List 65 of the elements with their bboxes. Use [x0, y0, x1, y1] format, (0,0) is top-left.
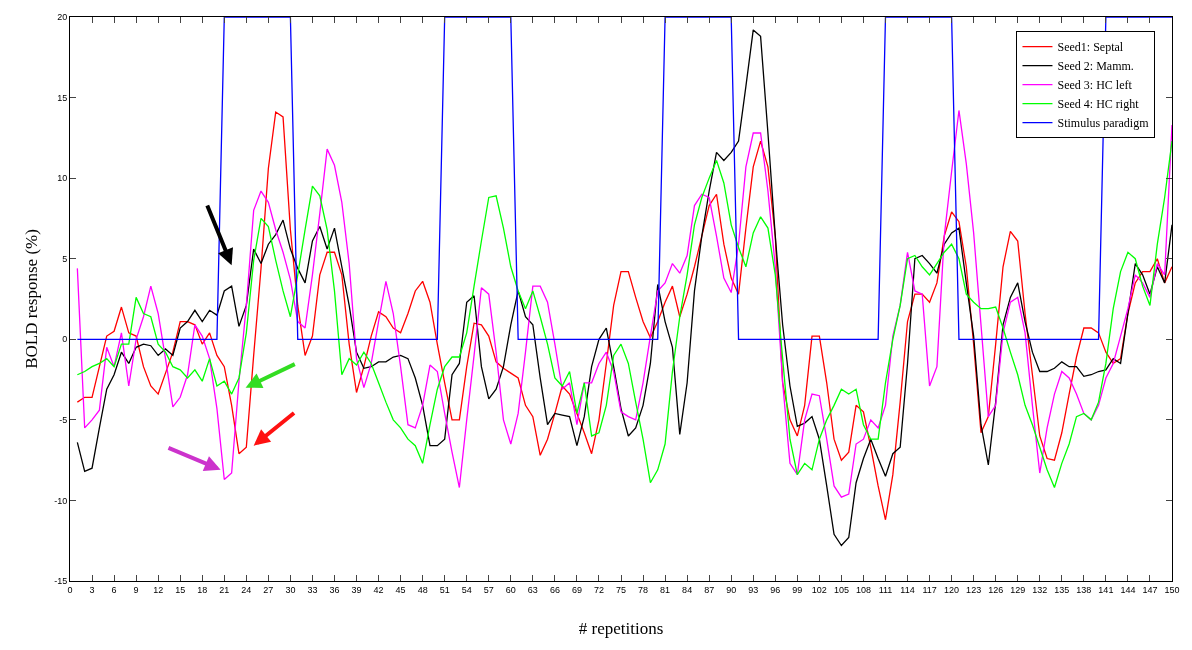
x-tick-label: 138 — [1076, 584, 1092, 595]
x-tick-label: 30 — [285, 584, 296, 595]
x-tick-label: 93 — [748, 584, 759, 595]
x-tick-label: 102 — [811, 584, 827, 595]
x-tick-label: 126 — [988, 584, 1004, 595]
x-tick-label: 129 — [1010, 584, 1026, 595]
x-tick-label: 24 — [241, 584, 252, 595]
x-tick-label: 150 — [1164, 584, 1180, 595]
x-tick-label: 123 — [966, 584, 982, 595]
x-tick-label: 27 — [263, 584, 274, 595]
y-tick-label: 0 — [62, 334, 68, 345]
x-tick-label: 69 — [571, 584, 582, 595]
x-tick-label: 147 — [1142, 584, 1158, 595]
x-tick-label: 60 — [505, 584, 516, 595]
x-tick-label: 39 — [351, 584, 362, 595]
y-tick-label: 5 — [62, 253, 68, 264]
x-tick-label: 141 — [1098, 584, 1114, 595]
x-tick-label: 99 — [792, 584, 803, 595]
x-tick-label: 36 — [329, 584, 340, 595]
x-tick-label: 108 — [855, 584, 871, 595]
x-tick-label: 6 — [111, 584, 117, 595]
legend-label: Seed 4: HC right — [1057, 97, 1140, 112]
x-tick-label: 66 — [549, 584, 560, 595]
x-tick-label: 120 — [944, 584, 960, 595]
x-tick-label: 45 — [395, 584, 406, 595]
y-tick-label: 15 — [57, 92, 68, 103]
legend-label: Seed 2: Mamm. — [1057, 59, 1134, 74]
x-tick-label: 90 — [726, 584, 737, 595]
x-tick-label: 51 — [439, 584, 450, 595]
x-tick-label: 48 — [417, 584, 428, 595]
x-tick-label: 87 — [704, 584, 715, 595]
legend-label: Seed1: Septal — [1057, 40, 1124, 55]
x-tick-label: 18 — [197, 584, 208, 595]
y-axis-title: BOLD response (%) — [21, 229, 41, 369]
y-tick-label: -10 — [54, 495, 68, 506]
x-tick-label: 111 — [878, 584, 893, 595]
x-tick-label: 63 — [527, 584, 538, 595]
x-tick-label: 54 — [461, 584, 472, 595]
x-tick-label: 132 — [1032, 584, 1048, 595]
x-tick-label: 75 — [615, 584, 627, 595]
x-tick-label: 3 — [89, 584, 95, 595]
x-tick-label: 78 — [638, 584, 649, 595]
x-tick-label: 114 — [900, 584, 915, 595]
x-tick-label: 96 — [770, 584, 781, 595]
x-tick-label: 57 — [483, 584, 494, 595]
x-tick-label: 72 — [593, 584, 604, 595]
x-tick-label: 144 — [1120, 584, 1136, 595]
x-tick-label: 81 — [660, 584, 671, 595]
y-tick-label: -5 — [59, 415, 68, 426]
x-tick-label: 21 — [219, 584, 230, 595]
x-tick-label: 33 — [307, 584, 318, 595]
legend-label: Seed 3: HC left — [1057, 78, 1133, 93]
x-tick-label: 135 — [1054, 584, 1070, 595]
x-tick-label: 117 — [922, 584, 937, 595]
x-tick-label: 105 — [833, 584, 849, 595]
x-tick-label: 9 — [133, 584, 139, 595]
x-tick-label: 15 — [175, 584, 186, 595]
y-tick-label: 20 — [57, 12, 68, 23]
x-tick-label: 84 — [682, 584, 693, 595]
y-tick-label: 10 — [57, 173, 68, 184]
x-axis-title: # repetitions — [578, 619, 664, 639]
legend-label: Stimulus paradigm — [1057, 116, 1150, 131]
y-tick-label: -15 — [54, 576, 68, 587]
x-tick-label: 42 — [373, 584, 384, 595]
x-tick-label: 12 — [153, 584, 164, 595]
